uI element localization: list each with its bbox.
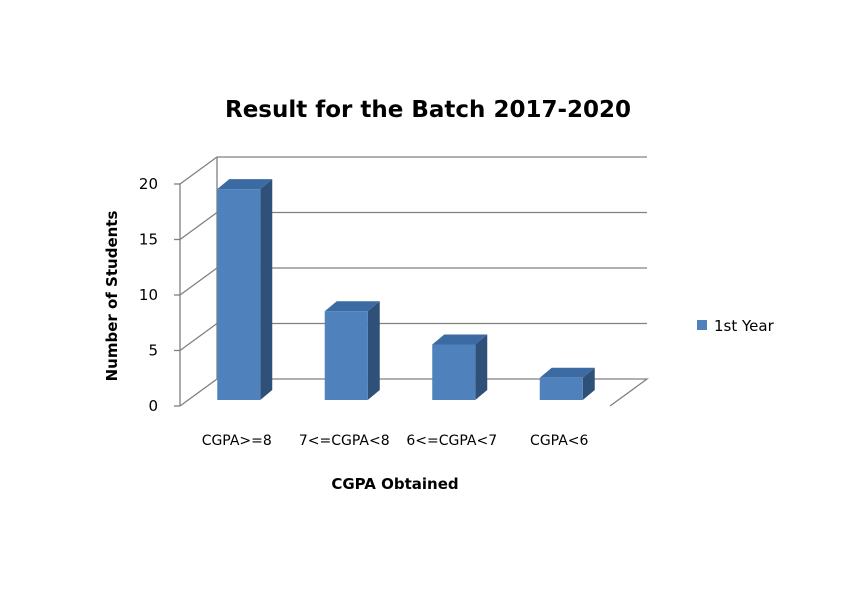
bar-side [475,334,488,400]
y-tick-label: 0 [148,397,158,415]
bar [217,179,273,400]
bar-front [432,344,476,400]
y-tick-label: 5 [148,342,158,360]
x-tick-label: CGPA<6 [530,433,588,449]
chart-title: Result for the Batch 2017-2020 [225,97,631,123]
bar-side [260,179,273,400]
bar-side [367,301,380,400]
y-tick-label: 20 [139,175,158,193]
bar-front [539,377,583,400]
grid [174,156,649,407]
bar [432,334,488,400]
bar-top [217,179,273,190]
legend: 1st Year [697,317,775,335]
bar-front [217,189,261,400]
x-tick-label: CGPA>=8 [202,433,272,449]
y-tick-label: 15 [139,231,158,249]
x-tick-label: 7<=CGPA<8 [299,433,390,449]
bar-top [539,367,595,378]
bar [539,367,595,400]
legend-label: 1st Year [714,317,775,335]
bar-top [324,301,380,312]
bars [217,179,595,400]
y-axis-label: Number of Students [103,211,121,382]
bar-top [432,334,488,345]
legend-swatch [697,320,707,330]
x-axis-label: CGPA Obtained [331,475,458,493]
x-tick-labels: CGPA>=8 7<=CGPA<8 6<=CGPA<7 CGPA<6 [202,433,589,449]
y-tick-label: 10 [139,286,158,304]
floor-line [179,378,649,407]
bar-front [324,311,368,400]
bar [324,301,380,400]
x-tick-label: 6<=CGPA<7 [406,433,497,449]
bar-side [582,367,595,400]
y-tick-labels: 0 5 10 15 20 [139,175,158,415]
